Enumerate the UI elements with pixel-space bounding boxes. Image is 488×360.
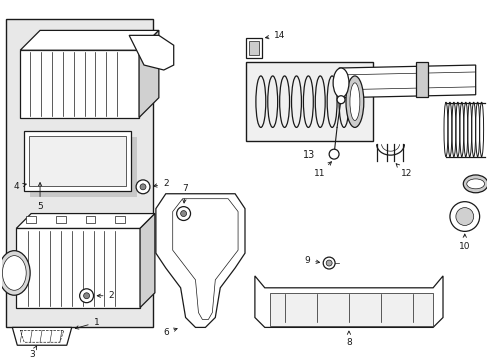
Bar	[30, 137, 137, 197]
Circle shape	[336, 96, 345, 104]
Polygon shape	[156, 194, 244, 327]
Ellipse shape	[466, 179, 484, 189]
Circle shape	[180, 211, 186, 216]
Ellipse shape	[462, 175, 487, 193]
Text: 2: 2	[97, 291, 114, 300]
Bar	[24, 131, 131, 191]
Circle shape	[328, 149, 338, 159]
Text: 10: 10	[458, 234, 469, 251]
Text: 8: 8	[346, 331, 351, 347]
Text: 3: 3	[29, 346, 37, 359]
Text: 11: 11	[313, 162, 331, 179]
Text: 6: 6	[163, 328, 177, 337]
Bar	[115, 216, 125, 224]
Circle shape	[176, 207, 190, 220]
Bar	[29, 136, 126, 186]
Ellipse shape	[2, 256, 26, 290]
Circle shape	[136, 180, 150, 194]
Circle shape	[449, 202, 479, 231]
Text: 14: 14	[265, 31, 285, 40]
Text: 2: 2	[153, 179, 168, 188]
Polygon shape	[12, 327, 72, 345]
Text: 12: 12	[395, 164, 411, 179]
Bar	[20, 50, 139, 117]
Circle shape	[455, 208, 473, 225]
Text: 7: 7	[183, 184, 188, 203]
Bar	[248, 41, 258, 55]
Bar	[415, 62, 427, 97]
Polygon shape	[20, 30, 159, 50]
Circle shape	[83, 293, 89, 299]
Bar	[269, 293, 432, 327]
Bar	[56, 216, 66, 224]
Circle shape	[323, 257, 334, 269]
Ellipse shape	[0, 251, 30, 295]
Text: 5: 5	[37, 183, 43, 211]
Polygon shape	[338, 65, 475, 98]
Bar	[245, 62, 372, 141]
Circle shape	[80, 289, 93, 303]
Polygon shape	[254, 276, 442, 327]
Ellipse shape	[332, 68, 348, 98]
Bar	[16, 228, 140, 307]
Text: 1: 1	[75, 318, 99, 329]
Text: 13: 13	[303, 150, 315, 160]
Bar	[85, 216, 95, 224]
Ellipse shape	[349, 83, 359, 121]
Text: 4: 4	[14, 182, 26, 191]
Ellipse shape	[346, 76, 363, 127]
Polygon shape	[129, 35, 173, 70]
Polygon shape	[140, 213, 155, 307]
Text: 9: 9	[304, 256, 319, 265]
Bar	[245, 38, 261, 58]
Bar	[26, 216, 36, 224]
Polygon shape	[16, 213, 155, 228]
Bar	[6, 18, 153, 327]
Circle shape	[140, 184, 146, 190]
Polygon shape	[139, 30, 159, 117]
Circle shape	[325, 260, 331, 266]
